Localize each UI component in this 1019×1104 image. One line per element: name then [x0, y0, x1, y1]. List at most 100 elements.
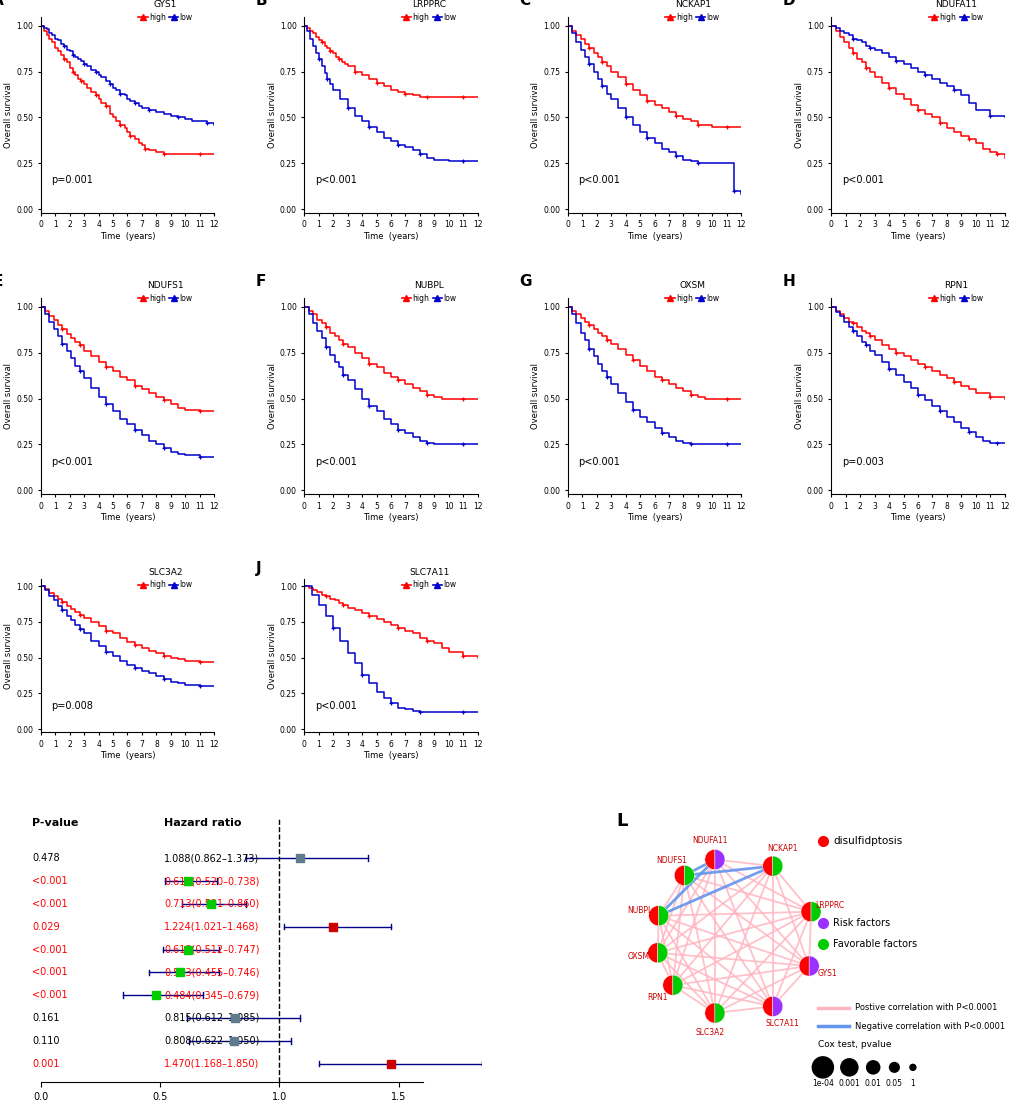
Text: p=0.003: p=0.003 — [841, 457, 882, 467]
Wedge shape — [673, 975, 683, 995]
X-axis label: Time  (years): Time (years) — [626, 232, 682, 241]
Text: D: D — [782, 0, 795, 8]
Wedge shape — [647, 943, 657, 963]
Text: 0.029: 0.029 — [32, 922, 59, 932]
Text: OXSM: OXSM — [627, 953, 649, 962]
Text: p<0.001: p<0.001 — [578, 176, 620, 185]
Text: <0.001: <0.001 — [32, 945, 67, 955]
Text: disulfidptosis: disulfidptosis — [833, 836, 902, 846]
Text: SLC3A2: SLC3A2 — [695, 1028, 723, 1037]
Text: L: L — [615, 811, 627, 830]
Text: NCKAP1: NCKAP1 — [766, 845, 797, 853]
Text: E: E — [0, 274, 3, 289]
Wedge shape — [798, 956, 808, 976]
Text: <0.001: <0.001 — [32, 875, 67, 887]
Text: 1.470(1.168–1.850): 1.470(1.168–1.850) — [164, 1059, 260, 1069]
Text: C: C — [519, 0, 530, 8]
Text: p<0.001: p<0.001 — [51, 457, 93, 467]
Text: H: H — [782, 274, 795, 289]
Wedge shape — [684, 866, 694, 885]
Text: Postive correlation with P<0.0001: Postive correlation with P<0.0001 — [854, 1004, 996, 1012]
Text: 1.088(0.862–1.373): 1.088(0.862–1.373) — [164, 853, 260, 863]
Circle shape — [888, 1062, 899, 1073]
Legend: high, low: high, low — [661, 0, 722, 24]
Legend: high, low: high, low — [661, 278, 722, 306]
Wedge shape — [772, 996, 782, 1017]
Wedge shape — [657, 943, 667, 963]
Text: 0.01: 0.01 — [864, 1080, 880, 1089]
X-axis label: Time  (years): Time (years) — [890, 513, 945, 522]
Text: p<0.001: p<0.001 — [315, 457, 357, 467]
Legend: high, low: high, low — [136, 0, 196, 24]
Text: p<0.001: p<0.001 — [841, 176, 882, 185]
Text: 0.110: 0.110 — [32, 1036, 59, 1045]
Wedge shape — [714, 849, 725, 870]
X-axis label: Time  (years): Time (years) — [100, 752, 155, 761]
Text: SLC7A11: SLC7A11 — [764, 1019, 798, 1029]
Text: RPN1: RPN1 — [646, 992, 666, 1002]
Text: NDUFS1: NDUFS1 — [655, 856, 687, 864]
Text: 0.001: 0.001 — [32, 1059, 59, 1069]
Text: p=0.001: p=0.001 — [51, 176, 93, 185]
Wedge shape — [648, 905, 658, 926]
Text: GYS1: GYS1 — [817, 969, 837, 978]
Y-axis label: Overall survival: Overall survival — [268, 363, 276, 428]
Text: B: B — [256, 0, 267, 8]
X-axis label: Time  (years): Time (years) — [363, 232, 419, 241]
Legend: high, low: high, low — [398, 278, 459, 306]
X-axis label: Time  (years): Time (years) — [890, 232, 945, 241]
Circle shape — [840, 1058, 858, 1076]
Y-axis label: Overall survival: Overall survival — [4, 363, 13, 428]
Y-axis label: Overall survival: Overall survival — [531, 363, 540, 428]
Circle shape — [811, 1057, 834, 1079]
Wedge shape — [762, 856, 772, 877]
Text: 1e-04: 1e-04 — [811, 1080, 833, 1089]
Legend: high, low: high, low — [136, 564, 196, 593]
Wedge shape — [658, 905, 668, 926]
Text: p<0.001: p<0.001 — [315, 701, 357, 711]
Wedge shape — [800, 902, 810, 922]
Circle shape — [865, 1060, 879, 1074]
Text: 0.618(0.512–0.747): 0.618(0.512–0.747) — [164, 945, 260, 955]
Text: 0.815(0.612–1.085): 0.815(0.612–1.085) — [164, 1013, 260, 1023]
Text: Negative correlation with P<0.0001: Negative correlation with P<0.0001 — [854, 1022, 1004, 1031]
Text: 1: 1 — [910, 1080, 914, 1089]
Wedge shape — [662, 975, 673, 995]
Text: P-value: P-value — [32, 818, 78, 828]
Wedge shape — [674, 866, 684, 885]
Text: <0.001: <0.001 — [32, 967, 67, 977]
Text: Risk factors: Risk factors — [833, 919, 890, 928]
Wedge shape — [704, 849, 714, 870]
Wedge shape — [714, 1002, 725, 1023]
X-axis label: Time  (years): Time (years) — [626, 513, 682, 522]
Legend: high, low: high, low — [925, 278, 985, 306]
Y-axis label: Overall survival: Overall survival — [4, 82, 13, 148]
Text: 0.161: 0.161 — [32, 1013, 59, 1023]
Wedge shape — [704, 1002, 714, 1023]
Text: J: J — [256, 561, 261, 575]
Text: Favorable factors: Favorable factors — [833, 940, 917, 949]
Y-axis label: Overall survival: Overall survival — [4, 623, 13, 689]
Text: 0.808(0.622–1.050): 0.808(0.622–1.050) — [164, 1036, 260, 1045]
Circle shape — [908, 1063, 916, 1071]
Text: F: F — [256, 274, 266, 289]
Text: Cox test, pvalue: Cox test, pvalue — [817, 1040, 891, 1049]
X-axis label: Time  (years): Time (years) — [363, 513, 419, 522]
Legend: high, low: high, low — [925, 0, 985, 24]
Text: Hazard ratio: Hazard ratio — [164, 818, 242, 828]
Text: G: G — [519, 274, 531, 289]
Legend: high, low: high, low — [398, 0, 459, 24]
Text: 0.001: 0.001 — [838, 1080, 859, 1089]
Text: 0.713(0.591–0.860): 0.713(0.591–0.860) — [164, 899, 260, 909]
Legend: high, low: high, low — [136, 278, 196, 306]
Text: 0.484(0.345–0.679): 0.484(0.345–0.679) — [164, 990, 260, 1000]
Y-axis label: Overall survival: Overall survival — [268, 82, 276, 148]
Text: p<0.001: p<0.001 — [315, 176, 357, 185]
X-axis label: Time  (years): Time (years) — [100, 232, 155, 241]
Text: p<0.001: p<0.001 — [578, 457, 620, 467]
Text: 0.583(0.455–0.746): 0.583(0.455–0.746) — [164, 967, 260, 977]
Wedge shape — [808, 956, 818, 976]
Text: LRPPRC: LRPPRC — [814, 901, 844, 910]
Text: NUBPL: NUBPL — [627, 906, 651, 915]
Text: 0.478: 0.478 — [32, 853, 59, 863]
